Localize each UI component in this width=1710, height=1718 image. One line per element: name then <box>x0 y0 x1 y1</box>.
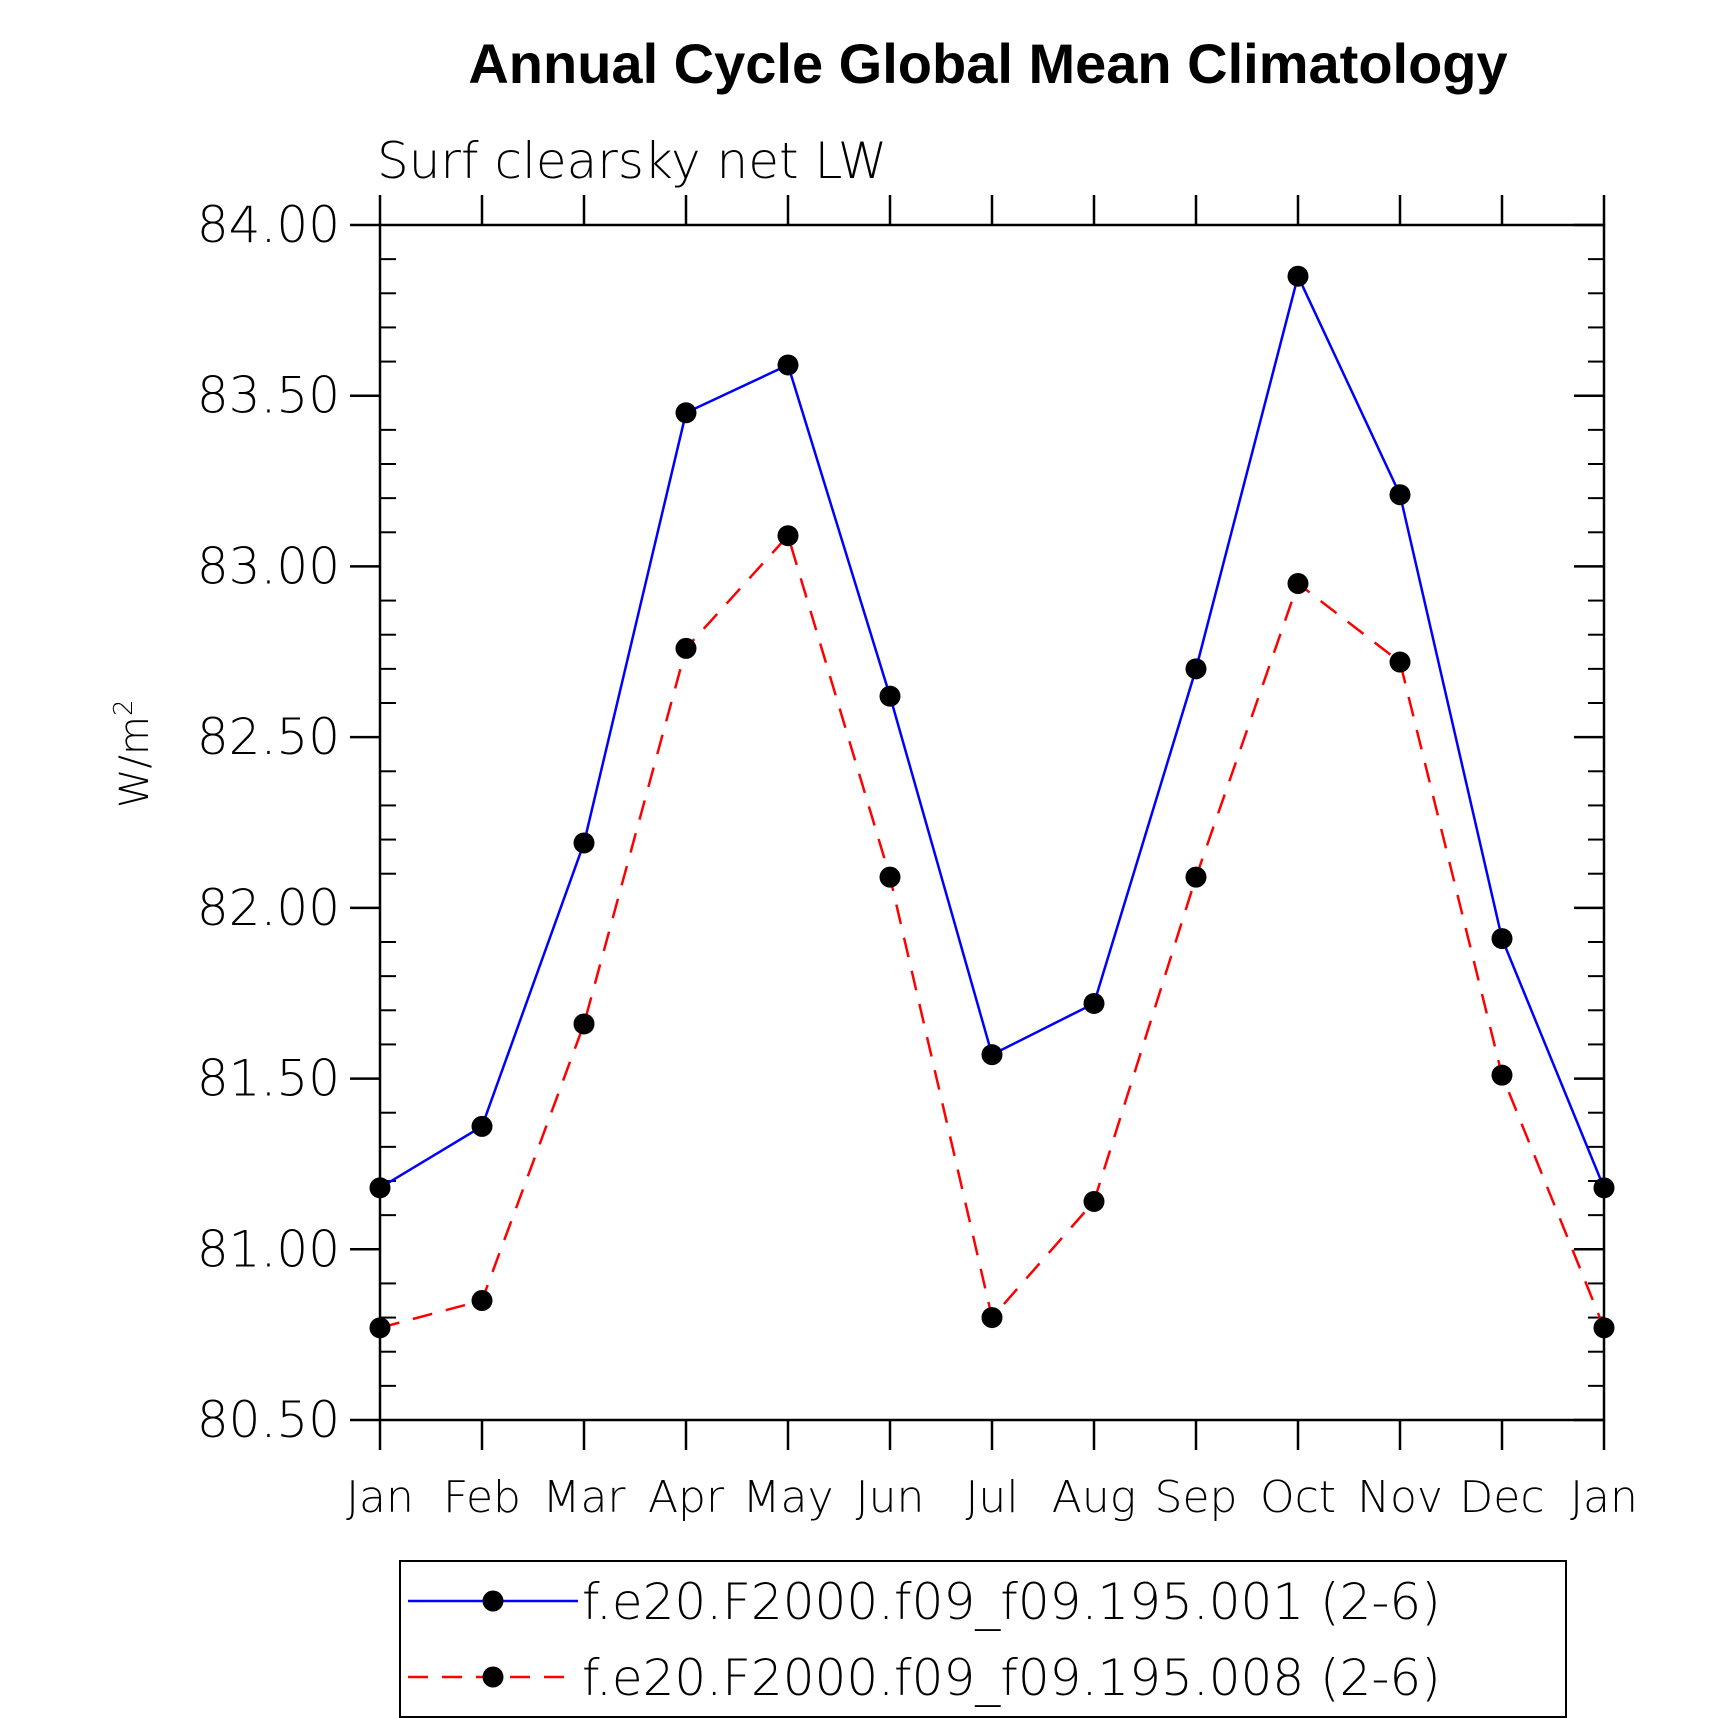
x-tick-label: Jul <box>965 1472 1018 1523</box>
y-tick-label: 82.00 <box>197 879 340 937</box>
data-point <box>675 402 697 424</box>
x-tick-label: Jan <box>346 1472 414 1523</box>
chart-title: Annual Cycle Global Mean Climatology <box>468 32 1507 95</box>
data-point <box>1083 992 1105 1014</box>
data-point <box>573 1013 595 1035</box>
x-tick-label: Oct <box>1260 1472 1336 1523</box>
data-point <box>1593 1317 1615 1339</box>
legend-box <box>399 1560 1567 1718</box>
data-point <box>879 866 901 888</box>
chart-subtitle: Surf clearsky net LW <box>377 132 887 190</box>
y-tick-label: 80.50 <box>197 1391 340 1449</box>
x-tick-label: Dec <box>1459 1472 1544 1523</box>
plot-frame <box>378 223 1606 1422</box>
x-tick-label: Jun <box>856 1472 925 1523</box>
axes: 80.50 81.00 81.50 82.00 82.50 83.00 83.50 84.00… <box>197 195 1638 1523</box>
legend: f.e20.F2000.f09_f09.195.001 (2-6) f.e20.F… <box>399 1560 1567 1718</box>
y-tick-label: 82.50 <box>197 708 340 766</box>
data-point <box>1389 484 1411 506</box>
data-point <box>777 354 799 376</box>
x-tick-label: Feb <box>443 1472 521 1523</box>
y-tick-label: 83.00 <box>197 537 340 595</box>
series-layer <box>369 265 1615 1339</box>
y-tick-label: 81.00 <box>197 1220 340 1278</box>
y-tick-label: 83.50 <box>197 367 340 425</box>
data-point <box>981 1307 1003 1329</box>
legend-marker <box>482 1590 504 1612</box>
y-tick-label: 84.00 <box>197 196 340 254</box>
x-tick-label: Nov <box>1357 1472 1443 1523</box>
data-point <box>1287 265 1309 287</box>
data-point <box>1287 573 1309 594</box>
data-point <box>369 1177 391 1199</box>
x-tick-label: Sep <box>1155 1472 1238 1523</box>
x-tick-label: Apr <box>648 1472 725 1523</box>
data-point <box>1083 1190 1105 1212</box>
data-point <box>777 525 799 547</box>
data-point <box>1185 658 1207 680</box>
x-tick-label: Jan <box>1570 1472 1638 1523</box>
x-tick-label: Aug <box>1052 1472 1136 1523</box>
series-line <box>379 533 1606 1330</box>
data-point <box>981 1044 1003 1066</box>
data-point <box>1185 866 1207 888</box>
data-point <box>471 1290 493 1311</box>
data-point <box>1491 928 1513 950</box>
x-tick-label: Mar <box>542 1472 626 1523</box>
y-axis-label: W/m2 <box>109 699 158 808</box>
data-point <box>1389 651 1411 673</box>
data-point <box>675 637 697 659</box>
data-point <box>1593 1177 1615 1199</box>
data-point <box>369 1317 391 1339</box>
x-tick-label: May <box>743 1472 834 1523</box>
y-tick-label: 81.50 <box>197 1050 340 1108</box>
data-point <box>1491 1064 1513 1086</box>
data-point <box>573 832 595 854</box>
legend-marker <box>482 1666 504 1688</box>
y-axis-label-unit: W/m <box>112 716 158 808</box>
legend-label: f.e20.F2000.f09_f09.195.001 (2-6) <box>582 1573 1441 1631</box>
data-point <box>471 1115 493 1137</box>
y-axis-label-superscript: 2 <box>109 699 139 716</box>
data-point <box>879 685 901 707</box>
legend-label: f.e20.F2000.f09_f09.195.008 (2-6) <box>582 1649 1441 1707</box>
